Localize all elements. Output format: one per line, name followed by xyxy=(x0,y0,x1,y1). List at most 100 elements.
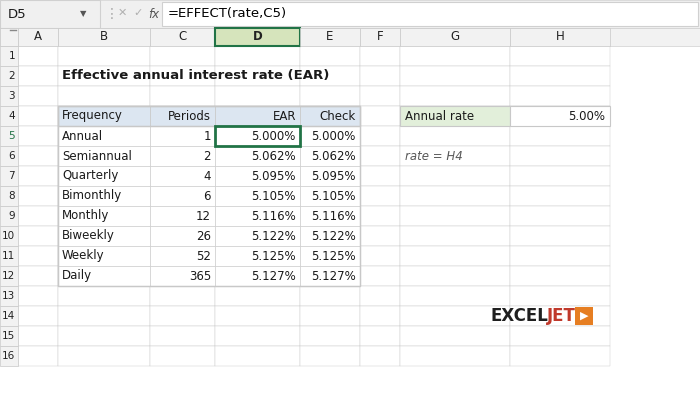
Bar xyxy=(360,206,400,226)
Text: 2: 2 xyxy=(204,150,211,162)
Bar xyxy=(18,66,58,86)
Text: 5.000%: 5.000% xyxy=(251,130,296,142)
Bar xyxy=(400,306,510,326)
Bar xyxy=(215,246,300,266)
Bar xyxy=(150,266,215,286)
Text: fx: fx xyxy=(148,8,159,20)
Bar xyxy=(300,106,360,126)
Text: Weekly: Weekly xyxy=(62,250,104,262)
Text: 14: 14 xyxy=(1,311,15,321)
Bar xyxy=(215,146,300,166)
Bar xyxy=(58,286,150,306)
Bar xyxy=(58,86,150,106)
Text: 2: 2 xyxy=(8,71,15,81)
Bar xyxy=(215,346,300,366)
Text: 5.125%: 5.125% xyxy=(312,250,356,262)
Bar xyxy=(510,106,610,126)
Bar xyxy=(215,266,300,286)
Bar xyxy=(215,86,300,106)
Bar xyxy=(510,126,610,146)
Text: Annual rate: Annual rate xyxy=(405,110,474,122)
Bar xyxy=(510,286,610,306)
Bar xyxy=(18,46,58,66)
Bar xyxy=(300,86,360,106)
Bar xyxy=(510,206,610,226)
Bar xyxy=(150,246,215,266)
Bar xyxy=(18,206,58,226)
Bar xyxy=(360,166,400,186)
Bar xyxy=(215,126,300,146)
Text: ✕: ✕ xyxy=(118,8,127,18)
Bar xyxy=(360,46,400,66)
Bar xyxy=(150,326,215,346)
Bar xyxy=(510,46,610,66)
Bar xyxy=(18,166,58,186)
Bar xyxy=(0,28,18,46)
Text: 5.00%: 5.00% xyxy=(568,110,605,122)
Bar xyxy=(0,346,18,366)
Text: 16: 16 xyxy=(1,351,15,361)
Bar xyxy=(58,246,150,266)
Bar xyxy=(150,106,215,126)
Text: 5.122%: 5.122% xyxy=(312,230,356,242)
Text: 1: 1 xyxy=(204,130,211,142)
Text: B: B xyxy=(100,30,108,44)
Text: 12: 12 xyxy=(1,271,15,281)
Bar xyxy=(58,226,150,246)
Text: Periods: Periods xyxy=(168,110,211,122)
Text: F: F xyxy=(377,30,384,44)
Bar xyxy=(300,186,360,206)
Bar xyxy=(58,126,150,146)
Text: 5.116%: 5.116% xyxy=(251,210,296,222)
Text: 11: 11 xyxy=(1,251,15,261)
Bar xyxy=(18,106,58,126)
Text: 5.000%: 5.000% xyxy=(312,130,356,142)
Bar xyxy=(150,66,215,86)
Bar xyxy=(150,246,215,266)
Bar xyxy=(360,226,400,246)
Bar xyxy=(300,206,360,226)
Text: 8: 8 xyxy=(8,191,15,201)
Bar xyxy=(400,66,510,86)
Bar xyxy=(0,186,18,206)
Bar xyxy=(0,126,18,146)
Bar xyxy=(58,106,150,126)
Bar xyxy=(150,306,215,326)
Bar xyxy=(510,306,610,326)
Bar xyxy=(300,286,360,306)
Text: 5.062%: 5.062% xyxy=(251,150,296,162)
Bar xyxy=(150,186,215,206)
Bar xyxy=(215,266,300,286)
Bar xyxy=(58,346,150,366)
Bar xyxy=(360,28,400,46)
Bar xyxy=(0,0,100,28)
Bar xyxy=(300,126,360,146)
Bar xyxy=(510,146,610,166)
Bar xyxy=(400,46,510,66)
Bar xyxy=(215,126,300,146)
Text: A: A xyxy=(34,30,42,44)
Text: 365: 365 xyxy=(189,270,211,282)
Bar xyxy=(18,306,58,326)
Bar xyxy=(360,266,400,286)
Bar xyxy=(360,126,400,146)
Bar xyxy=(58,226,150,246)
Bar xyxy=(360,86,400,106)
Text: Daily: Daily xyxy=(62,270,92,282)
Bar xyxy=(0,46,18,66)
Bar xyxy=(0,166,18,186)
Bar xyxy=(215,226,300,246)
Text: 5.105%: 5.105% xyxy=(251,190,296,202)
Bar xyxy=(18,86,58,106)
Bar xyxy=(400,206,510,226)
Text: ▼: ▼ xyxy=(80,10,87,18)
Text: 1: 1 xyxy=(8,51,15,61)
Bar xyxy=(58,166,150,186)
Bar xyxy=(58,146,150,166)
Text: 5.105%: 5.105% xyxy=(312,190,356,202)
Text: 5.095%: 5.095% xyxy=(312,170,356,182)
Bar xyxy=(360,246,400,266)
Bar xyxy=(18,226,58,246)
Bar xyxy=(510,346,610,366)
Bar xyxy=(360,66,400,86)
